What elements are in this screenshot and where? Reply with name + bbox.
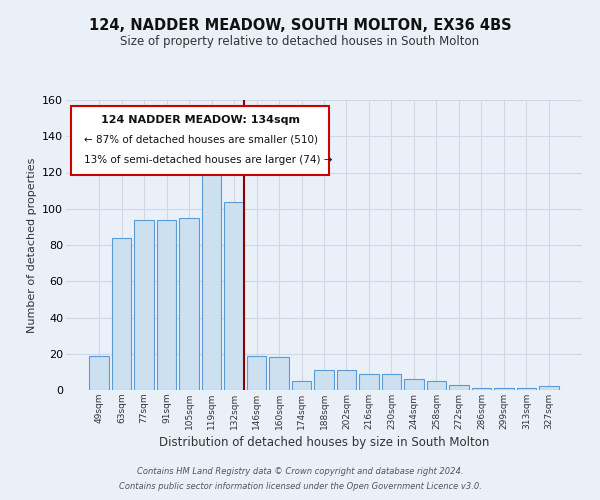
Bar [404,379,424,390]
Bar [89,356,109,390]
X-axis label: Distribution of detached houses by size in South Molton: Distribution of detached houses by size … [159,436,489,449]
Bar [157,220,176,390]
Bar [269,358,289,390]
Y-axis label: Number of detached properties: Number of detached properties [26,158,37,332]
Bar [494,388,514,390]
Text: ← 87% of detached houses are smaller (510): ← 87% of detached houses are smaller (51… [84,135,318,145]
Bar [202,174,221,390]
Text: 124 NADDER MEADOW: 134sqm: 124 NADDER MEADOW: 134sqm [101,114,299,124]
Text: Size of property relative to detached houses in South Molton: Size of property relative to detached ho… [121,35,479,48]
Text: Contains HM Land Registry data © Crown copyright and database right 2024.: Contains HM Land Registry data © Crown c… [137,467,463,476]
Bar [359,374,379,390]
Bar [314,370,334,390]
Bar [247,356,266,390]
Bar [179,218,199,390]
Text: 13% of semi-detached houses are larger (74) →: 13% of semi-detached houses are larger (… [84,155,332,165]
FancyBboxPatch shape [71,106,329,176]
Bar [517,388,536,390]
Bar [472,388,491,390]
Bar [292,381,311,390]
Bar [112,238,131,390]
Bar [337,370,356,390]
Text: 124, NADDER MEADOW, SOUTH MOLTON, EX36 4BS: 124, NADDER MEADOW, SOUTH MOLTON, EX36 4… [89,18,511,32]
Bar [134,220,154,390]
Text: Contains public sector information licensed under the Open Government Licence v3: Contains public sector information licen… [119,482,481,491]
Bar [427,381,446,390]
Bar [224,202,244,390]
Bar [382,374,401,390]
Bar [449,384,469,390]
Bar [539,386,559,390]
